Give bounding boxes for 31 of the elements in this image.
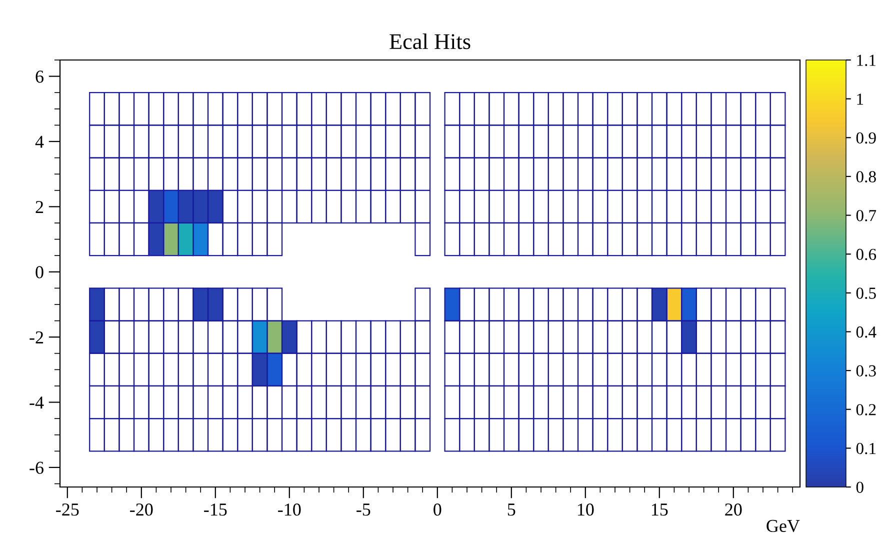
x-tick-label: -25 (56, 504, 79, 516)
x-tick-label: -20 (130, 503, 153, 516)
chart-title: Ecal Hits (390, 33, 470, 50)
color-bar-label: 0.2 (856, 404, 876, 416)
x-axis-title: GeV (766, 520, 800, 532)
color-bar-label: 0.4 (856, 326, 876, 338)
x-tick-label: 0 (434, 503, 442, 516)
x-tick-label: -15 (204, 504, 227, 516)
x-tick-label: -10 (278, 503, 301, 516)
color-bar-label: 0.3 (856, 365, 876, 377)
x-tick-label: -5 (356, 504, 370, 516)
y-tick-label: 4 (35, 136, 44, 148)
color-bar-label: 0.8 (856, 171, 876, 182)
color-bar-label: 1 (857, 94, 864, 105)
y-tick-label: -4 (30, 396, 44, 409)
color-bar-label: 0.6 (856, 248, 876, 260)
color-bar-label: 0.5 (856, 288, 876, 299)
color-bar-label: 0 (856, 482, 864, 493)
y-tick-label: -6 (30, 462, 44, 474)
color-bar-label: 0.7 (856, 210, 876, 222)
x-tick-label: 15 (652, 504, 668, 516)
x-tick-label: 10 (578, 503, 594, 516)
x-tick-label: 5 (508, 504, 516, 516)
y-tick-label: -2 (30, 331, 44, 344)
color-bar-label: 1.1 (857, 54, 876, 66)
y-tick-label: 0 (36, 266, 44, 278)
y-tick-label: 2 (36, 200, 44, 213)
y-tick-label: 6 (36, 70, 44, 83)
x-tick-label: 20 (725, 503, 742, 516)
color-bar-label: 0.1 (856, 442, 876, 454)
color-bar-label: 0.9 (856, 132, 876, 144)
